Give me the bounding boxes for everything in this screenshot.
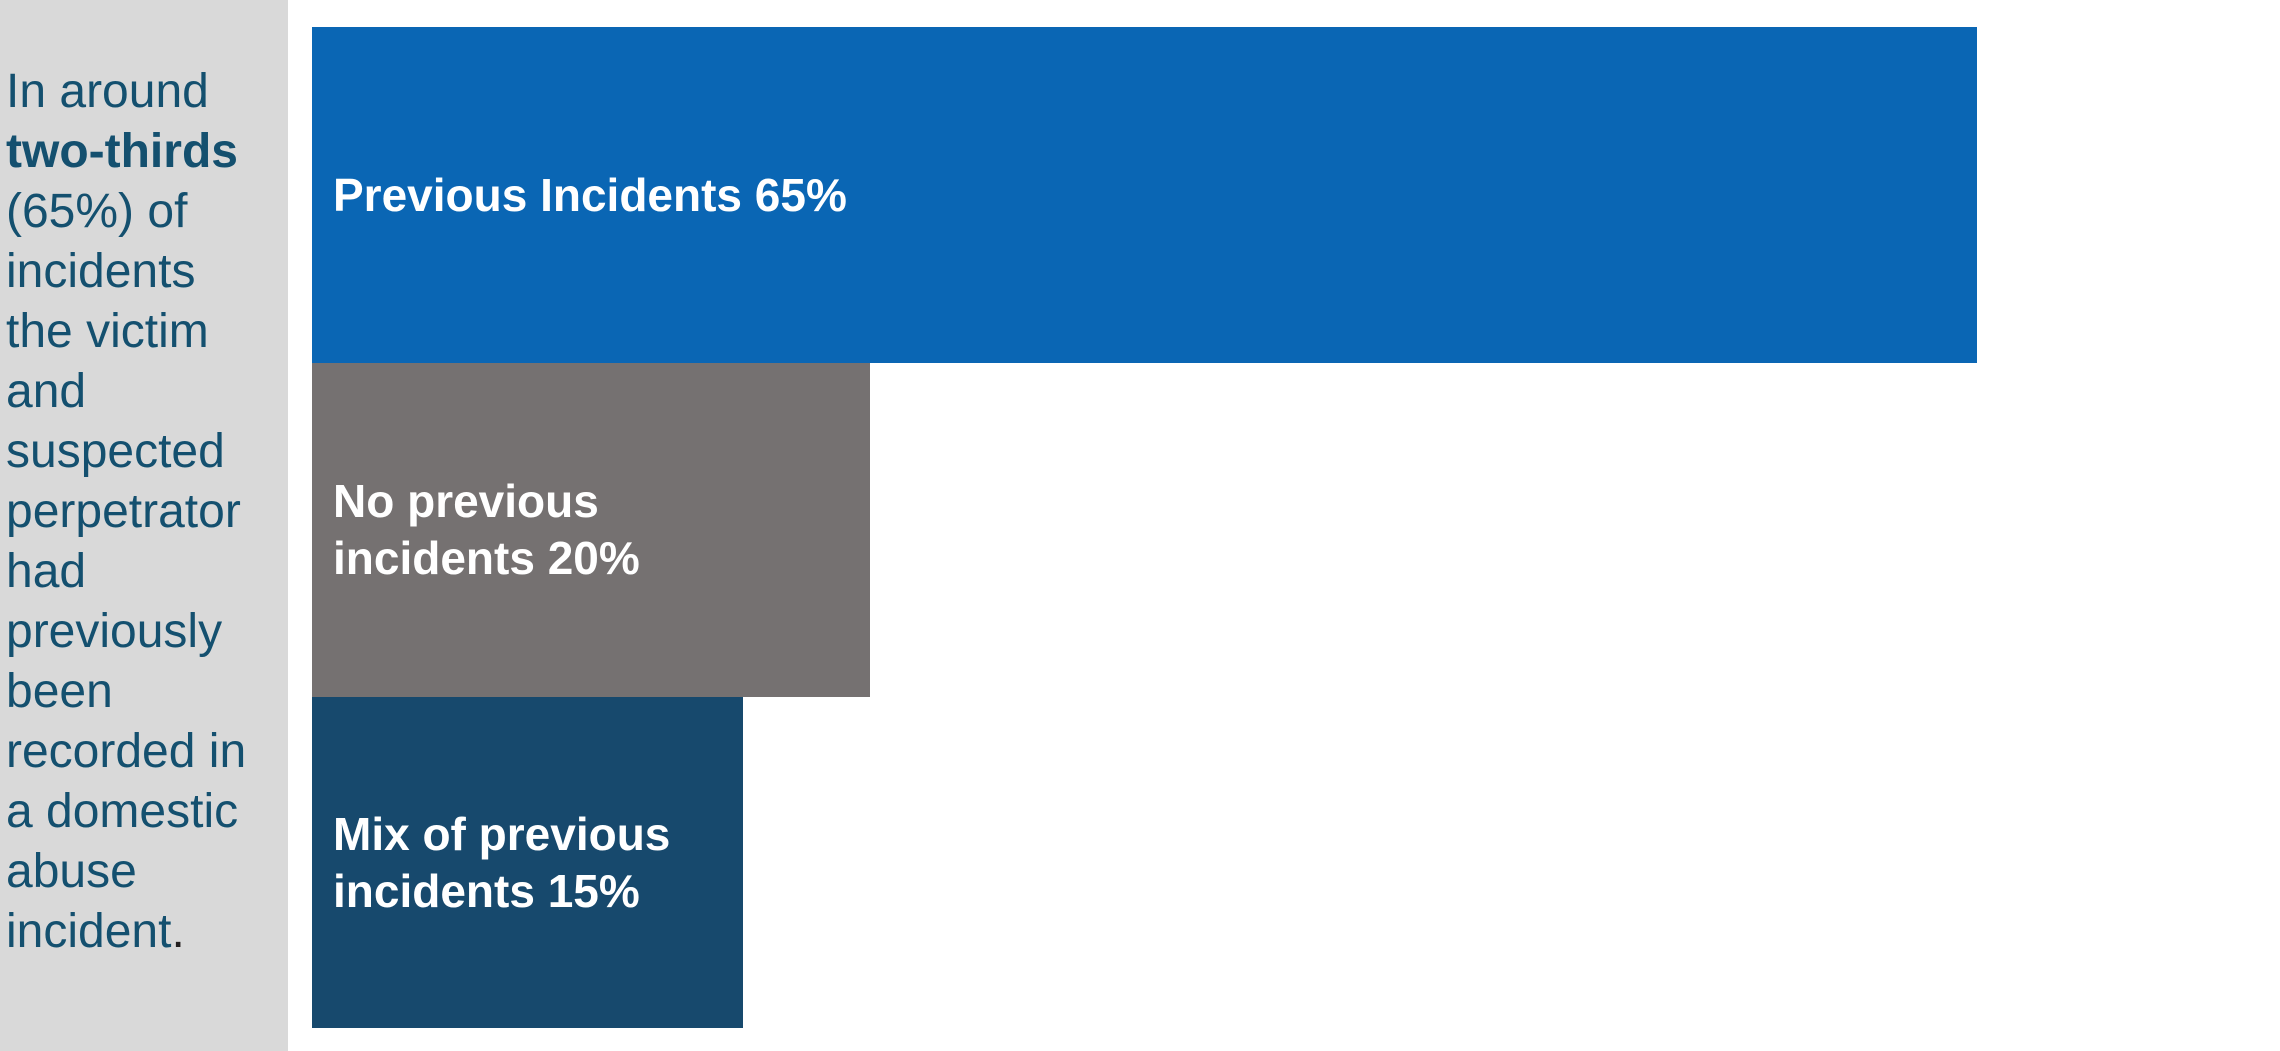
sidebar-text-line: previously <box>6 602 288 662</box>
sidebar-text: and <box>6 365 87 418</box>
bar-label: incidents 15% <box>333 864 640 917</box>
bar-mix-of-previous-incidents: Mix of previous incidents 15% <box>312 697 744 1028</box>
sidebar-text: been <box>6 665 113 718</box>
sidebar-text: abuse <box>6 845 137 898</box>
sidebar-text: previously <box>6 605 223 658</box>
bar-chart: Previous Incidents 65% No previous inciden… <box>312 27 1977 1028</box>
sentence-period: . <box>171 905 185 958</box>
sidebar-text-line: the victim <box>6 302 288 362</box>
bar-label: Previous Incidents 65% <box>333 168 847 221</box>
bar-label: Mix of previous <box>333 807 671 860</box>
sidebar-text-line: suspected <box>6 422 288 482</box>
sidebar-text-line: two-thirds <box>6 122 288 182</box>
sidebar-text: the victim <box>6 305 209 358</box>
sidebar-text-line: In around <box>6 62 288 122</box>
sidebar-text: incidents <box>6 245 196 298</box>
sidebar-text: a domestic <box>6 785 239 838</box>
sidebar-text-line: incident. <box>6 902 288 962</box>
sidebar-text: recorded in <box>6 725 247 778</box>
sidebar-text-line: had <box>6 542 288 602</box>
sidebar-text-line: a domestic <box>6 782 288 842</box>
sidebar-text: had <box>6 545 87 598</box>
sidebar-text-line: incidents <box>6 242 288 302</box>
sidebar-text: (65%) of <box>6 185 188 238</box>
sidebar-text-line: abuse <box>6 842 288 902</box>
sidebar-text-line: been <box>6 662 288 722</box>
sidebar-text-line: (65%) of <box>6 182 288 242</box>
sidebar-text-line: recorded in <box>6 722 288 782</box>
bar-row: No previous incidents 20% <box>312 363 1977 697</box>
sidebar-text: two-thirds <box>6 125 238 178</box>
bar-no-previous-incidents: No previous incidents 20% <box>312 363 870 697</box>
sidebar-text-line: and <box>6 362 288 422</box>
bar-row: Mix of previous incidents 15% <box>312 697 1977 1028</box>
bar-label: No previous <box>333 475 599 527</box>
bar-row: Previous Incidents 65% <box>312 27 1977 363</box>
sidebar-text: perpetrator <box>6 485 241 538</box>
sidebar-text-line: perpetrator <box>6 482 288 542</box>
sidebar-text: suspected <box>6 425 225 478</box>
bar-previous-incidents: Previous Incidents 65% <box>312 27 1977 363</box>
sidebar: In around two-thirds (65%) of incidents the … <box>0 0 288 1051</box>
sidebar-text: In around <box>6 65 209 118</box>
sidebar-text: incident <box>6 905 172 958</box>
sidebar-paragraph: In around two-thirds (65%) of incidents the … <box>0 0 288 962</box>
bar-label: incidents 20% <box>333 532 640 584</box>
